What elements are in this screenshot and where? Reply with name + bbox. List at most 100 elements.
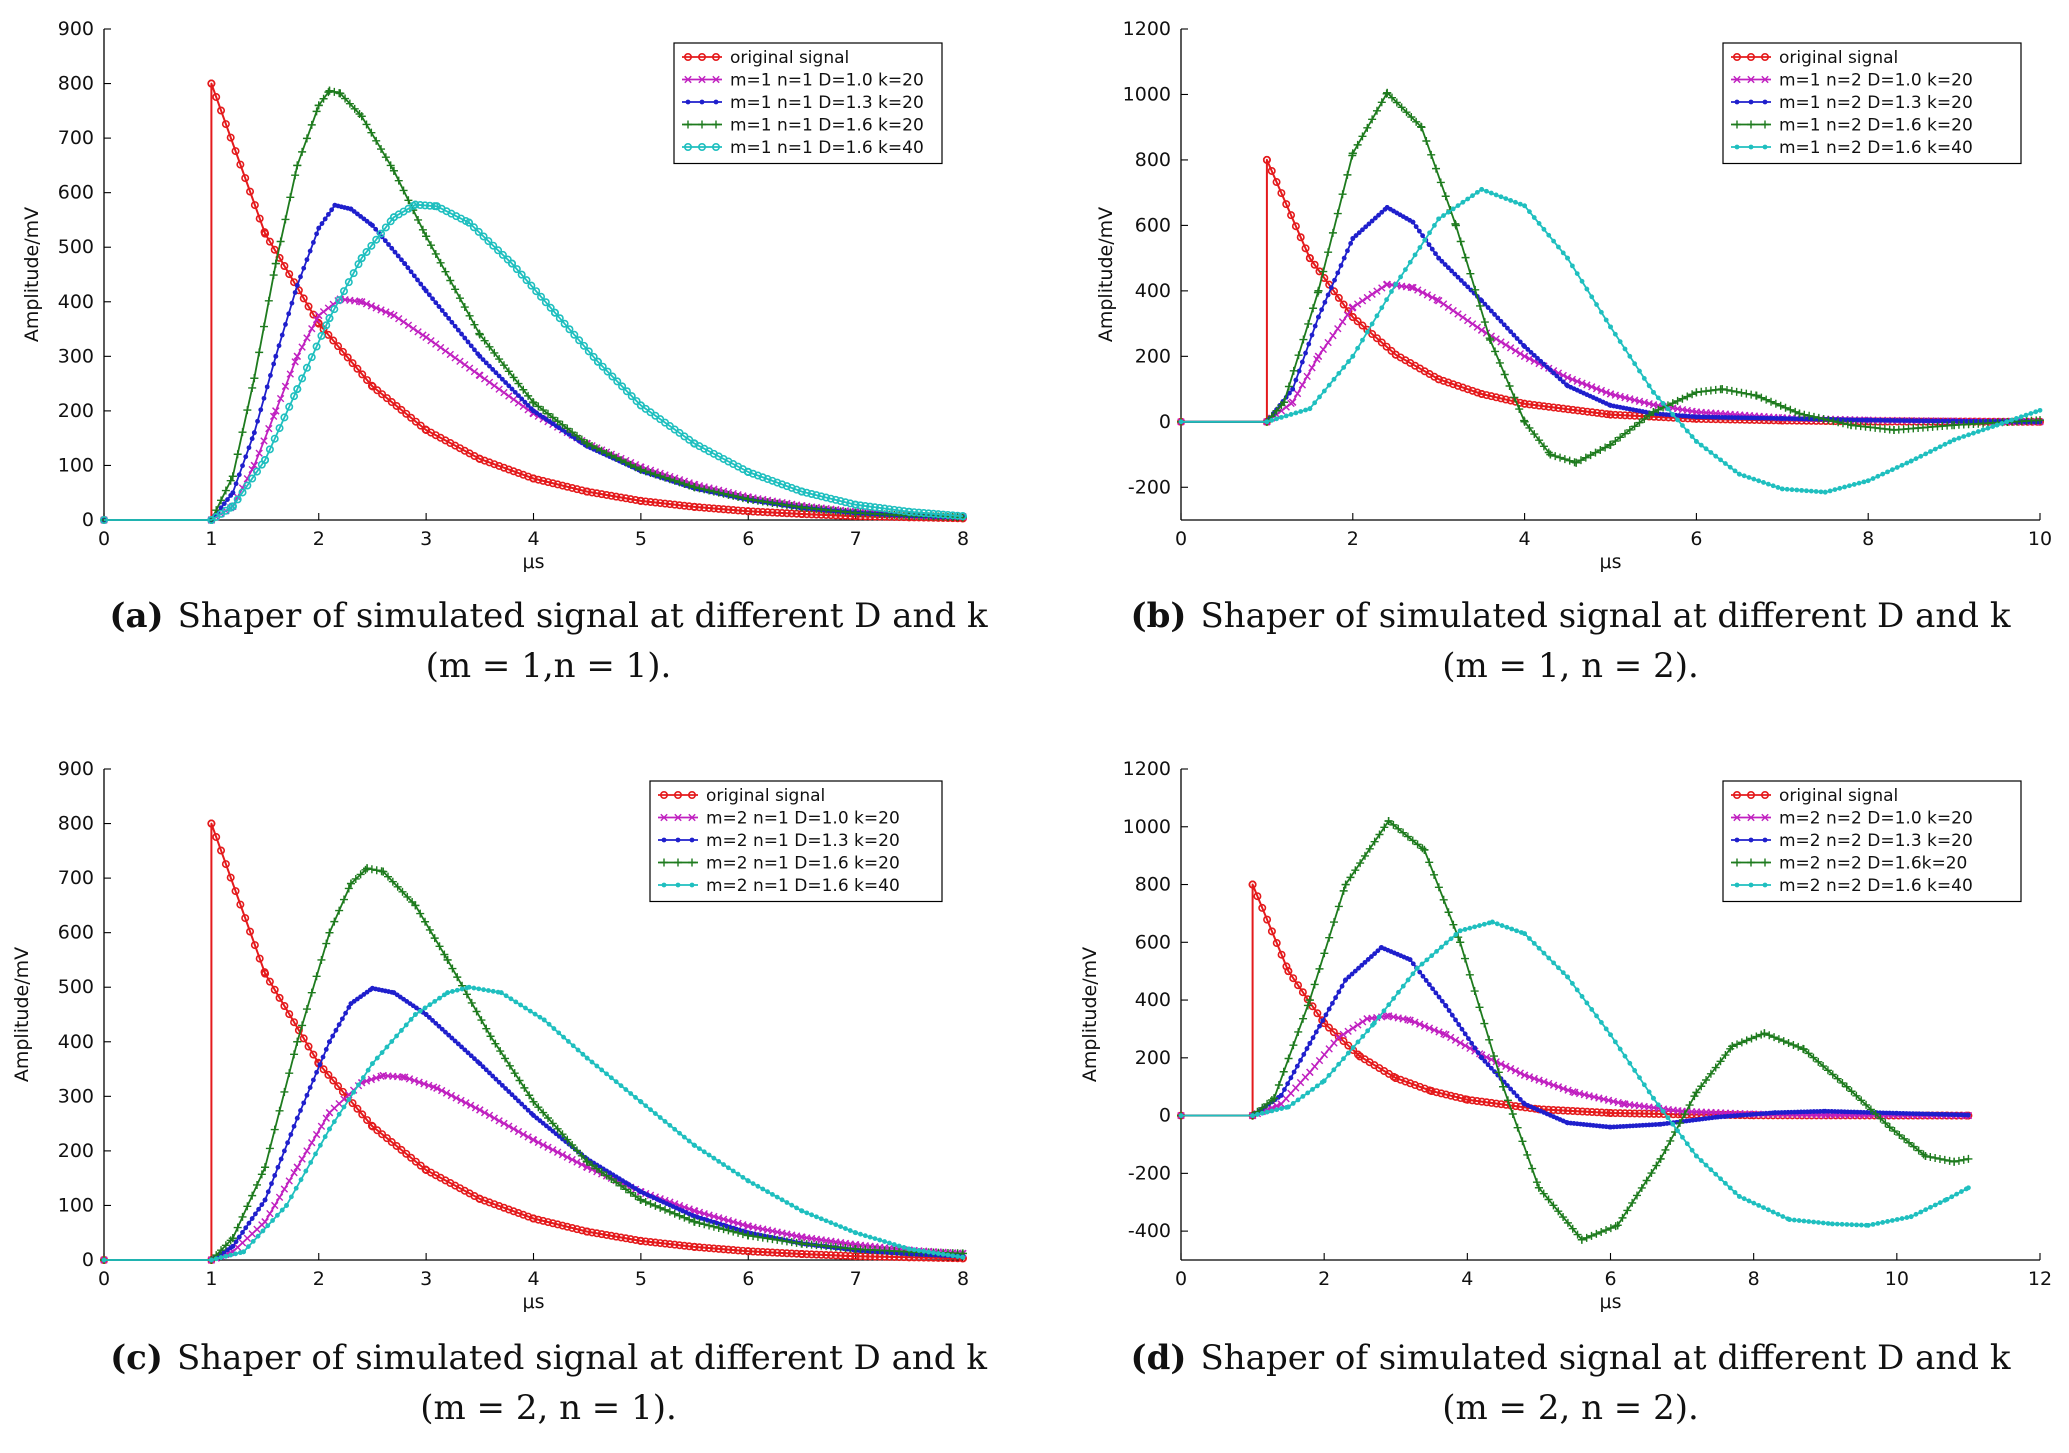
series-marker xyxy=(281,382,290,391)
series-marker xyxy=(276,394,285,403)
series-marker xyxy=(363,376,372,385)
x-tick-label: 6 xyxy=(1690,528,1702,550)
data-point xyxy=(228,472,237,481)
y-tick-label: 1200 xyxy=(1123,18,1171,40)
series-marker xyxy=(826,494,835,503)
series-marker xyxy=(1581,453,1590,462)
series-marker xyxy=(758,1248,767,1257)
series-marker xyxy=(1837,485,1843,491)
series-marker xyxy=(778,1236,787,1245)
data-point xyxy=(1522,203,1527,209)
series-marker xyxy=(250,1238,256,1244)
data-point xyxy=(1348,149,1357,158)
series-marker xyxy=(290,1050,299,1059)
series-marker xyxy=(1330,287,1339,296)
series-marker xyxy=(1317,394,1322,400)
data-point xyxy=(1393,281,1399,287)
legend-marker xyxy=(1762,144,1768,150)
series-marker xyxy=(524,1133,532,1141)
series-marker xyxy=(265,977,274,986)
series-marker xyxy=(670,1209,679,1218)
series-marker xyxy=(436,343,445,352)
series-marker xyxy=(755,1183,761,1189)
series-marker xyxy=(1303,350,1308,356)
series-marker xyxy=(1334,293,1343,302)
series-marker xyxy=(1288,412,1294,417)
series-marker xyxy=(826,1251,835,1260)
series-marker xyxy=(1412,117,1421,126)
series-marker xyxy=(1586,451,1595,460)
data-point xyxy=(1563,373,1572,382)
series-marker xyxy=(612,492,621,501)
series-marker xyxy=(1439,376,1448,385)
series-marker xyxy=(452,323,458,329)
series-marker xyxy=(1530,1074,1538,1083)
y-tick-label: 700 xyxy=(58,867,94,889)
series-marker xyxy=(709,1244,718,1253)
series-marker xyxy=(763,475,772,484)
series-marker xyxy=(411,417,420,426)
series-marker xyxy=(1516,350,1525,358)
y-tick-label: 200 xyxy=(1135,345,1171,367)
series-marker xyxy=(561,1034,566,1040)
series-marker xyxy=(1310,1086,1315,1092)
series-4 xyxy=(100,86,967,524)
series-marker xyxy=(1296,368,1302,374)
series-marker xyxy=(705,1244,714,1253)
series-marker xyxy=(290,392,299,401)
data-point xyxy=(1434,375,1443,384)
series-marker xyxy=(563,1222,572,1231)
series-marker xyxy=(304,257,310,263)
series-marker xyxy=(646,1237,655,1246)
series-marker xyxy=(253,467,262,476)
series-marker xyxy=(226,476,235,485)
series-marker xyxy=(1685,1101,1694,1110)
data-point xyxy=(1363,1015,1371,1023)
y-tick-label: 1200 xyxy=(1123,758,1171,780)
series-marker xyxy=(656,499,665,508)
series-marker xyxy=(1937,444,1943,450)
legend-marker xyxy=(1761,120,1769,129)
series-marker xyxy=(568,1155,576,1164)
series-marker xyxy=(246,927,255,936)
series-marker xyxy=(1314,1083,1320,1089)
data-point xyxy=(1489,919,1495,925)
series-marker xyxy=(355,297,364,306)
series-marker xyxy=(402,409,411,418)
series-marker xyxy=(346,1097,352,1103)
series-marker xyxy=(408,269,414,275)
caption-text: Shaper of simulated signal at different … xyxy=(1200,1338,2010,1378)
series-marker xyxy=(356,1082,361,1088)
series-marker xyxy=(672,1126,678,1132)
data-point xyxy=(348,1001,354,1006)
series-marker xyxy=(802,1250,811,1259)
data-point xyxy=(690,1242,699,1251)
series-marker xyxy=(607,1174,616,1183)
series-marker xyxy=(555,314,564,323)
series-marker xyxy=(373,226,379,232)
series-marker xyxy=(597,1230,606,1239)
series-marker xyxy=(929,509,938,518)
series-marker xyxy=(1690,1092,1699,1101)
series-marker xyxy=(503,993,509,999)
x-tick-label: 1 xyxy=(205,1268,217,1290)
series-marker xyxy=(1485,305,1491,310)
series-marker xyxy=(1622,346,1628,352)
data-point xyxy=(1285,1104,1291,1110)
series-marker xyxy=(1472,924,1478,930)
series-marker xyxy=(1328,228,1337,237)
series-marker xyxy=(617,493,626,502)
series-marker xyxy=(1354,1021,1362,1029)
series-marker xyxy=(348,359,357,368)
series-marker xyxy=(1538,358,1544,364)
data-point xyxy=(1406,1016,1414,1024)
data-point xyxy=(402,261,408,266)
series-marker xyxy=(320,1054,326,1060)
series-marker xyxy=(1387,93,1396,102)
series-marker xyxy=(558,1151,567,1159)
series-marker xyxy=(344,884,353,893)
series-marker xyxy=(1625,425,1634,434)
series-marker xyxy=(670,1240,679,1249)
series-marker xyxy=(1497,1060,1505,1068)
series-marker xyxy=(422,1005,428,1011)
